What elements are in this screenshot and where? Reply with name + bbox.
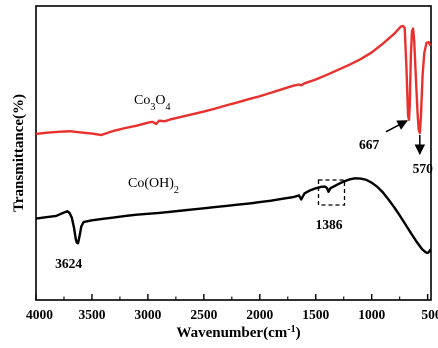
series-label-0: Co3O4 — [134, 93, 170, 113]
x-axis-title: Wavenumber(cm-1) — [176, 324, 300, 342]
series-line-0 — [35, 24, 432, 137]
y-axis-title: Transmittance(%) — [11, 94, 27, 212]
peak-label-1386: 1386 — [316, 217, 343, 232]
x-tick-label: 2000 — [246, 307, 273, 322]
x-tick-label: 4000 — [26, 307, 53, 322]
peak-label-667: 667 — [359, 137, 380, 152]
peak-arrow-667 — [385, 120, 408, 133]
peak-label-3624: 3624 — [55, 256, 82, 271]
series-label-1: Co(OH)2 — [128, 176, 179, 196]
x-tick-label: 2500 — [190, 307, 217, 322]
series-line-1 — [35, 177, 432, 255]
x-tick-label: 1000 — [358, 307, 385, 322]
x-tick-label: 3000 — [134, 307, 161, 322]
peak-label-570: 570 — [413, 161, 434, 176]
plot-frame — [35, 5, 432, 301]
x-tick-label: 3500 — [78, 307, 105, 322]
peak-box-1386 — [317, 179, 346, 206]
x-tick-label: 500 — [421, 307, 438, 322]
x-tick-label: 1500 — [302, 307, 329, 322]
